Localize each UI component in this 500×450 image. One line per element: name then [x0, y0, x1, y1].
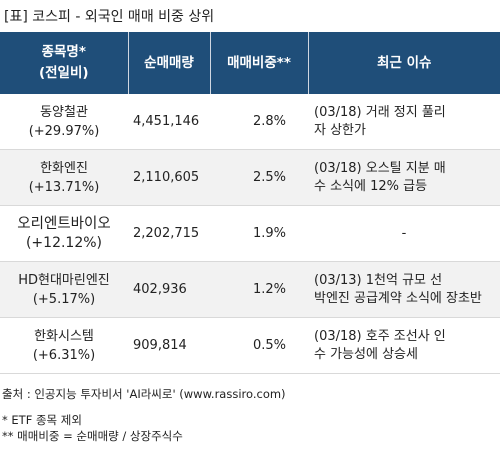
stock-name-cell: HD현대마린엔진 (+5.17%) [0, 261, 128, 318]
recent-issue: - [308, 205, 500, 262]
stock-name: 동양철관 [40, 104, 88, 120]
table-row: 한화시스템 (+6.31%) 909,814 0.5% (03/18) 호주 조… [0, 317, 500, 374]
header-volume: 순매매량 [128, 32, 211, 94]
issue-line-1: (03/13) 1천억 규모 선 [314, 272, 443, 288]
table-header-row: 종목명* (전일비) 순매매량 매매비중** 최근 이슈 [0, 32, 500, 94]
recent-issue: (03/18) 호주 조선사 인 수 가능성에 상승세 [308, 317, 500, 374]
footnote-ratio: ** 매매비중 = 순매매량 / 상장주식수 [2, 429, 183, 443]
footnote-etf: * ETF 종목 제외 [2, 413, 82, 427]
trade-ratio: 1.2% [210, 261, 308, 318]
net-volume: 2,202,715 [128, 205, 210, 262]
table-row: 오리엔트바이오 (+12.12%) 2,202,715 1.9% - [0, 205, 500, 262]
header-name-label: 종목명* [41, 44, 86, 60]
stock-name: 한화엔진 [40, 160, 88, 176]
issue-line-2: 자 상한가 [314, 122, 366, 138]
stock-change: (+5.17%) [32, 291, 96, 307]
table-row: 한화엔진 (+13.71%) 2,110,605 2.5% (03/18) 오스… [0, 149, 500, 206]
issue-line-1: (03/18) 오스틸 지분 매 [314, 160, 446, 176]
recent-issue: (03/18) 오스틸 지분 매 수 소식에 12% 급등 [308, 149, 500, 206]
trade-ratio: 0.5% [210, 317, 308, 374]
stock-name: 한화시스템 [34, 328, 94, 344]
source-note: 출처 : 인공지능 투자비서 'AI라씨로' (www.rassiro.com) [2, 387, 286, 401]
stock-name-cell: 동양철관 (+29.97%) [0, 94, 128, 150]
stock-name: HD현대마린엔진 [18, 272, 110, 288]
issue-line-2: 수 가능성에 상승세 [314, 346, 418, 362]
recent-issue: (03/18) 거래 정지 풀리 자 상한가 [308, 94, 500, 150]
stock-change: (+29.97%) [28, 123, 100, 139]
header-name-sub: (전일비) [38, 65, 89, 81]
header-name: 종목명* (전일비) [0, 32, 129, 94]
table-row: HD현대마린엔진 (+5.17%) 402,936 1.2% (03/13) 1… [0, 261, 500, 318]
net-volume: 402,936 [128, 261, 210, 318]
header-issue: 최근 이슈 [308, 32, 500, 94]
stock-change: (+13.71%) [28, 179, 100, 195]
stock-name: 오리엔트바이오 [17, 215, 111, 232]
stock-name-cell: 한화시스템 (+6.31%) [0, 317, 128, 374]
stock-name-cell: 오리엔트바이오 (+12.12%) [0, 205, 128, 262]
trade-ratio: 2.5% [210, 149, 308, 206]
recent-issue: (03/13) 1천억 규모 선 박엔진 공급계약 소식에 장초반 [308, 261, 500, 318]
stock-change: (+6.31%) [32, 347, 96, 363]
trade-ratio: 2.8% [210, 94, 308, 150]
net-volume: 909,814 [128, 317, 210, 374]
issue-line-1: (03/18) 거래 정지 풀리 [314, 104, 446, 120]
ranking-table: 종목명* (전일비) 순매매량 매매비중** 최근 이슈 동양철관 (+29.9… [0, 32, 500, 374]
net-volume: 4,451,146 [128, 94, 210, 150]
stock-change: (+12.12%) [25, 234, 103, 251]
issue-line-2: 박엔진 공급계약 소식에 장초반 [314, 290, 482, 306]
table-row: 동양철관 (+29.97%) 4,451,146 2.8% (03/18) 거래… [0, 94, 500, 150]
net-volume: 2,110,605 [128, 149, 210, 206]
issue-line-1: - [401, 225, 407, 241]
issue-line-1: (03/18) 호주 조선사 인 [314, 328, 446, 344]
stock-name-cell: 한화엔진 (+13.71%) [0, 149, 128, 206]
trade-ratio: 1.9% [210, 205, 308, 262]
issue-line-2: 수 소식에 12% 급등 [314, 178, 428, 194]
header-ratio: 매매비중** [210, 32, 309, 94]
page-title: [표] 코스피 - 외국인 매매 비중 상위 [4, 9, 215, 25]
